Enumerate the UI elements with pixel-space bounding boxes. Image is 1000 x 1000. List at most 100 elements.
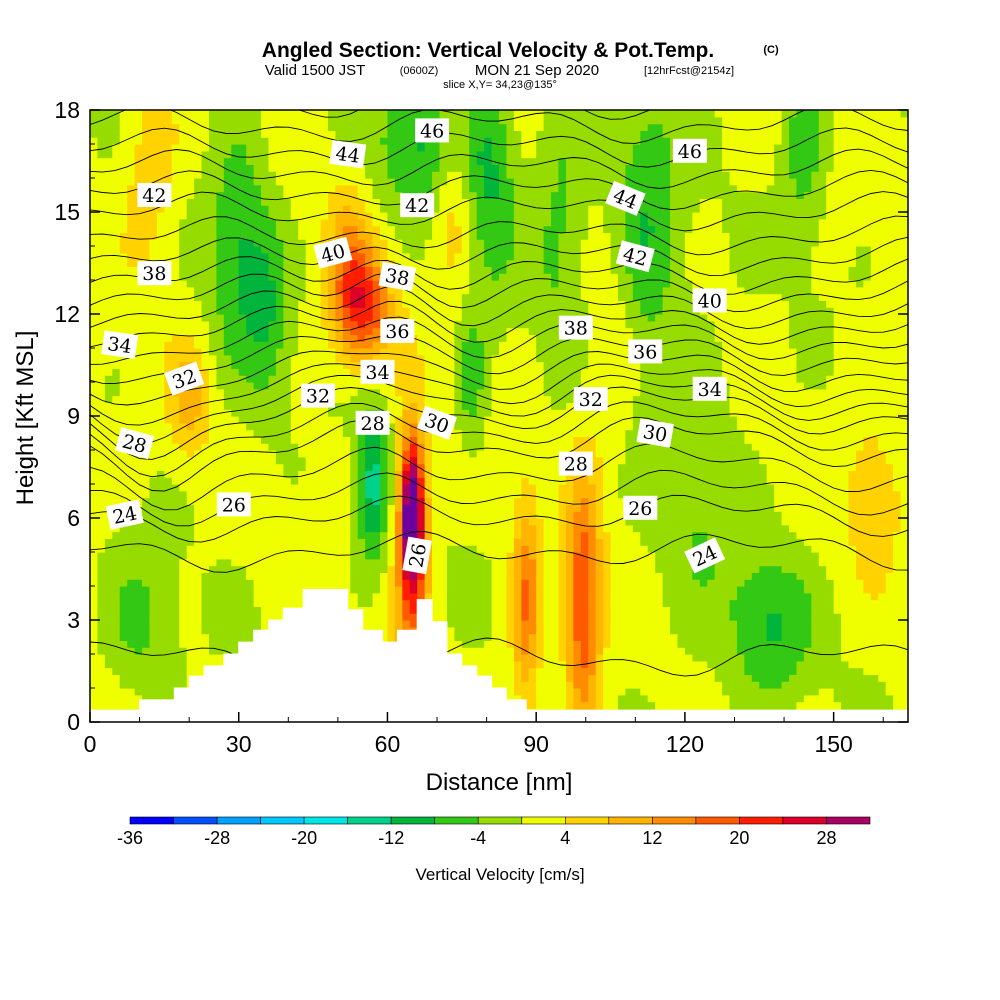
- velocity-cell: [127, 477, 136, 485]
- velocity-cell: [394, 198, 403, 206]
- velocity-cell: [171, 647, 180, 655]
- velocity-cell: [290, 416, 299, 424]
- velocity-cell: [149, 647, 158, 655]
- velocity-cell: [394, 191, 403, 199]
- velocity-cell: [216, 205, 225, 213]
- velocity-cell: [446, 633, 455, 641]
- velocity-cell: [342, 164, 351, 172]
- velocity-cell: [268, 198, 277, 206]
- velocity-cell: [134, 320, 143, 329]
- velocity-cell: [402, 293, 411, 301]
- velocity-cell: [417, 164, 426, 172]
- velocity-cell: [164, 205, 173, 213]
- velocity-cell: [469, 429, 478, 437]
- velocity-cell: [223, 606, 232, 614]
- velocity-cell: [424, 518, 433, 526]
- velocity-cell: [253, 545, 262, 553]
- velocity-cell: [432, 361, 441, 369]
- velocity-cell: [194, 395, 203, 403]
- velocity-cell: [104, 450, 113, 458]
- velocity-cell: [357, 137, 366, 145]
- velocity-cell: [305, 232, 314, 240]
- velocity-cell: [305, 450, 314, 458]
- velocity-cell: [208, 212, 218, 220]
- velocity-cell: [484, 266, 493, 274]
- velocity-cell: [424, 504, 433, 512]
- velocity-cell: [201, 538, 210, 546]
- velocity-cell: [231, 477, 240, 485]
- velocity-cell: [104, 531, 113, 539]
- velocity-cell: [484, 300, 493, 308]
- velocity-cell: [365, 620, 374, 628]
- velocity-cell: [380, 456, 389, 465]
- velocity-cell: [350, 266, 359, 274]
- velocity-cell: [387, 246, 396, 254]
- velocity-cell: [476, 524, 485, 533]
- velocity-cell: [424, 293, 433, 301]
- velocity-cell: [454, 225, 463, 233]
- velocity-cell: [238, 484, 247, 492]
- velocity-cell: [238, 545, 247, 553]
- velocity-cell: [90, 497, 99, 505]
- velocity-cell: [298, 354, 307, 363]
- velocity-cell: [275, 375, 284, 383]
- velocity-cell: [104, 395, 113, 403]
- velocity-cell: [357, 545, 366, 553]
- velocity-cell: [350, 395, 359, 403]
- velocity-cell: [238, 422, 247, 431]
- velocity-cell: [417, 354, 426, 363]
- velocity-cell: [90, 157, 99, 165]
- velocity-cell: [253, 280, 262, 288]
- velocity-cell: [134, 422, 143, 431]
- velocity-cell: [112, 688, 121, 696]
- velocity-cell: [372, 382, 381, 390]
- velocity-cell: [171, 654, 180, 662]
- velocity-cell: [335, 123, 344, 131]
- velocity-cell: [275, 490, 284, 499]
- velocity-cell: [476, 463, 485, 471]
- velocity-cell: [112, 558, 121, 567]
- velocity-cell: [394, 286, 403, 295]
- velocity-cell: [327, 552, 336, 560]
- velocity-cell: [327, 334, 336, 342]
- velocity-cell: [327, 280, 336, 288]
- velocity-cell: [313, 150, 322, 159]
- velocity-cell: [119, 280, 128, 288]
- velocity-cell: [253, 565, 262, 573]
- velocity-cell: [432, 463, 441, 471]
- velocity-cell: [394, 443, 403, 451]
- velocity-cell: [112, 116, 121, 125]
- velocity-cell: [231, 422, 240, 431]
- velocity-cell: [313, 565, 322, 573]
- velocity-cell: [432, 157, 441, 165]
- velocity-cell: [208, 327, 218, 335]
- velocity-cell: [484, 484, 493, 492]
- velocity-cell: [342, 477, 351, 485]
- velocity-cell: [335, 395, 344, 403]
- velocity-cell: [208, 470, 218, 478]
- velocity-cell: [484, 477, 493, 485]
- velocity-cell: [171, 110, 180, 118]
- velocity-cell: [446, 579, 455, 587]
- velocity-cell: [201, 436, 210, 444]
- velocity-cell: [402, 429, 411, 437]
- velocity-cell: [476, 341, 485, 349]
- velocity-cell: [327, 579, 336, 587]
- velocity-cell: [194, 463, 203, 471]
- velocity-cell: [261, 436, 270, 444]
- velocity-cell: [97, 375, 106, 383]
- velocity-cell: [491, 531, 500, 539]
- velocity-cell: [231, 518, 240, 526]
- velocity-cell: [394, 388, 403, 397]
- velocity-cell: [469, 368, 478, 376]
- velocity-cell: [409, 395, 418, 403]
- velocity-cell: [484, 402, 493, 410]
- velocity-cell: [90, 688, 99, 696]
- velocity-cell: [432, 538, 441, 546]
- velocity-cell: [231, 368, 240, 376]
- velocity-cell: [417, 450, 426, 458]
- velocity-cell: [432, 552, 441, 560]
- velocity-cell: [119, 688, 128, 696]
- velocity-cell: [97, 368, 106, 376]
- velocity-cell: [491, 307, 500, 315]
